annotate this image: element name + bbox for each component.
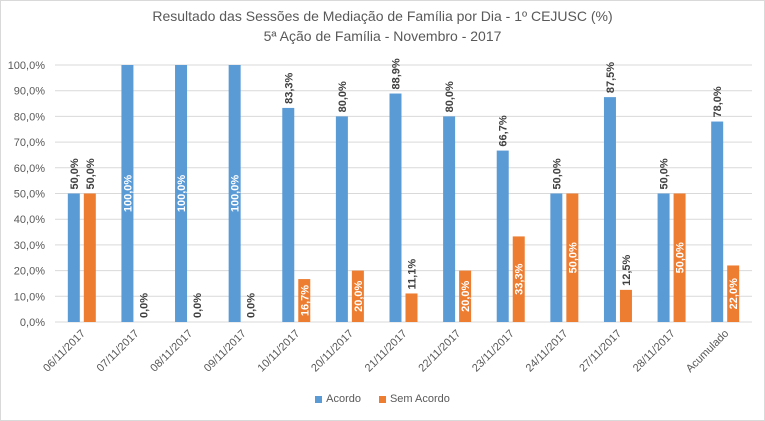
legend-swatch-sem-acordo [378,395,386,403]
data-label-acordo: 78,0% [712,86,724,117]
y-tick-label: 70,0% [14,137,45,149]
data-label-acordo: 66,7% [498,115,510,146]
bar-acordo [657,193,670,322]
data-label-sem-acordo: 12,5% [621,254,633,285]
x-tick-label: 23/11/2017 [470,328,517,375]
bar-acordo [282,107,295,322]
bar-acordo [603,97,616,322]
bar-acordo [121,65,134,322]
bar-sem-acordo [83,193,96,322]
bar-sem-acordo [566,193,579,322]
chart-title: Resultado das Sessões de Mediação de Fam… [152,8,613,24]
data-label-sem-acordo: 50,0% [675,242,687,273]
bar-acordo [67,193,80,322]
bar-acordo [496,150,509,322]
data-label-sem-acordo: 11,1% [407,259,419,290]
data-label-sem-acordo: 20,0% [460,280,472,311]
x-tick-label: 24/11/2017 [524,328,571,375]
data-label-sem-acordo: 50,0% [85,158,97,189]
x-tick-label: 06/11/2017 [41,328,88,375]
data-label-acordo: 100,0% [230,175,242,213]
x-tick-label: 27/11/2017 [577,328,624,375]
legend-item-sem-acordo: Sem Acordo [378,393,450,405]
legend-swatch-acordo [315,395,323,403]
data-label-acordo: 87,5% [605,62,617,93]
x-tick-label: 08/11/2017 [148,328,195,375]
y-tick-label: 90,0% [14,86,45,98]
bar-acordo [175,65,188,322]
data-label-sem-acordo: 20,0% [353,280,365,311]
data-label-acordo: 100,0% [122,175,134,213]
bar-acordo [228,65,241,322]
bar-sem-acordo [459,270,472,322]
y-tick-label: 30,0% [14,240,45,252]
bar-acordo [335,116,348,323]
data-label-acordo: 50,0% [551,158,563,189]
x-tick-label: 20/11/2017 [309,328,356,375]
data-label-acordo: 80,0% [444,81,456,112]
x-tick-label: 22/11/2017 [416,328,463,375]
y-tick-label: 10,0% [14,291,45,303]
y-tick-label: 0,0% [20,317,45,329]
data-label-acordo: 88,9% [391,58,403,89]
data-label-sem-acordo: 0,0% [192,293,204,318]
data-label-sem-acordo: 33,3% [514,263,526,294]
legend-item-acordo: Acordo [315,393,361,405]
data-label-acordo: 50,0% [69,158,81,189]
y-tick-label: 40,0% [14,214,45,226]
x-tick-label: 09/11/2017 [202,328,249,375]
bar-acordo [389,93,402,322]
legend-label-acordo: Acordo [326,393,361,405]
bar-acordo [711,121,724,322]
x-tick-label: 07/11/2017 [95,328,142,375]
y-tick-label: 80,0% [14,111,45,123]
bar-sem-acordo [512,236,525,322]
data-label-acordo: 100,0% [176,175,188,213]
bar-sem-acordo [619,289,632,322]
bar-sem-acordo [673,193,686,322]
x-tick-label: 10/11/2017 [256,328,303,375]
bar-sem-acordo [298,279,311,322]
bar-sem-acordo [405,293,418,322]
bar-acordo [443,116,456,323]
y-tick-label: 20,0% [14,266,45,278]
bar-sem-acordo [727,265,740,322]
data-label-sem-acordo: 16,7% [299,285,311,316]
data-label-acordo: 80,0% [337,81,349,112]
chart-legend: Acordo Sem Acordo [0,393,765,405]
x-tick-label: 21/11/2017 [363,328,410,375]
data-label-sem-acordo: 50,0% [567,242,579,273]
y-tick-label: 100,0% [8,60,46,72]
y-tick-label: 50,0% [14,189,45,201]
x-tick-label: 28/11/2017 [631,328,678,375]
x-tick-label: Acumulado [684,328,731,375]
bar-sem-acordo [351,270,364,322]
legend-label-sem-acordo: Sem Acordo [389,393,450,405]
data-label-sem-acordo: 22,0% [728,278,740,309]
chart-subtitle: 5ª Ação de Família - Novembro - 2017 [263,28,502,44]
data-label-sem-acordo: 0,0% [138,293,150,318]
data-label-acordo: 50,0% [659,158,671,189]
y-tick-label: 60,0% [14,163,45,175]
data-label-sem-acordo: 0,0% [246,293,258,318]
bar-acordo [550,193,563,322]
data-label-acordo: 83,3% [283,73,295,104]
